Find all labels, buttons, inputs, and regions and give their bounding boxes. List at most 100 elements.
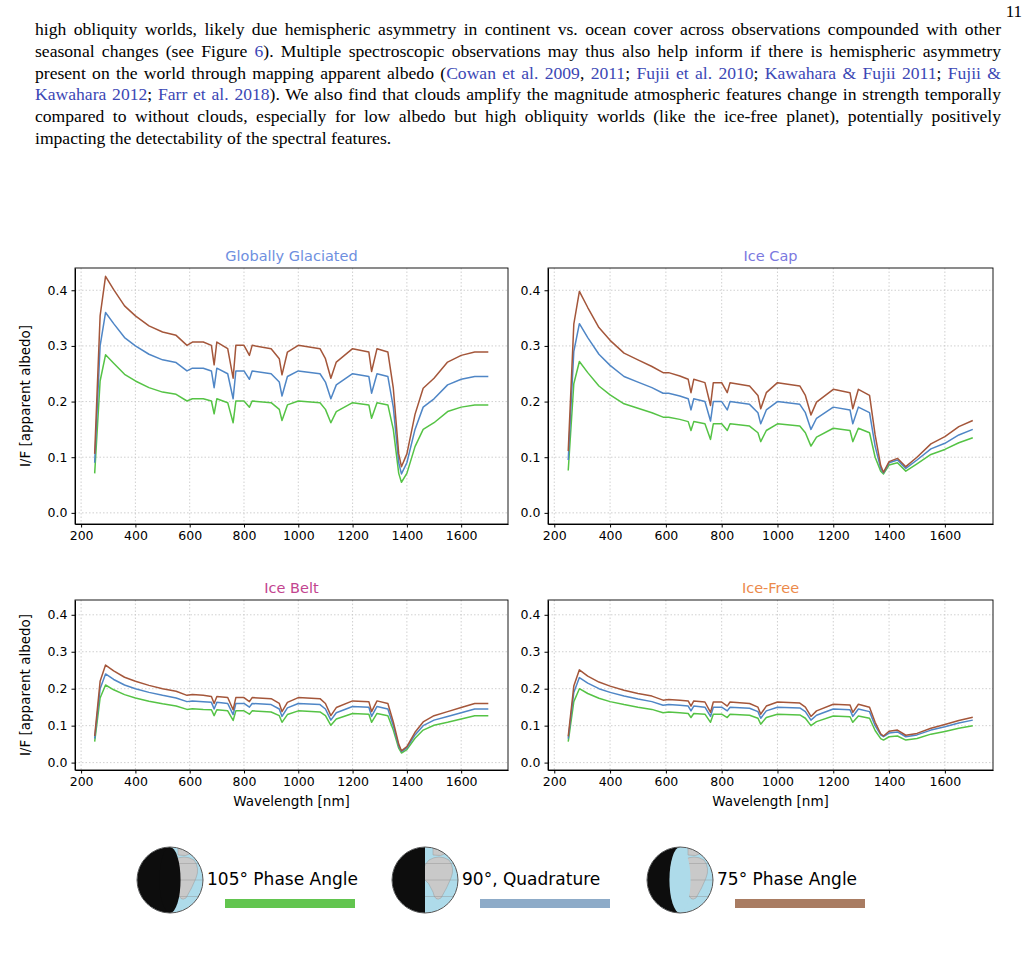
y-tick-label: 0.4	[521, 283, 541, 298]
y-tick: 0.4	[521, 607, 548, 622]
x-tick-label: 1600	[929, 528, 961, 543]
grid-line-y	[75, 651, 508, 652]
citation-link[interactable]: Cowan et al. 2009	[446, 63, 580, 83]
x-tick: 1000	[762, 524, 794, 543]
grid-line-y	[75, 345, 508, 346]
y-tick-label: 0.3	[48, 644, 68, 659]
x-tick-mark	[81, 524, 82, 528]
y-tick-mark	[72, 726, 76, 727]
x-tick-mark	[407, 524, 408, 528]
x-tick: 1000	[762, 770, 794, 789]
x-axis: 2004006008001000120014001600	[70, 770, 509, 789]
lines	[568, 291, 973, 474]
y-tick-label: 0.3	[521, 338, 541, 353]
globe-outline	[392, 847, 458, 913]
grid-line-x	[243, 268, 244, 524]
x-tick-label: 1200	[818, 528, 850, 543]
citation-link[interactable]: Farr et al. 2018	[158, 84, 270, 104]
grid-line-y	[75, 457, 508, 458]
citation-link[interactable]: Fujii et al. 2010	[636, 63, 753, 83]
globe-outline	[137, 847, 203, 913]
x-tick-mark	[889, 524, 890, 528]
grid-line-x	[352, 600, 353, 770]
x-tick: 200	[70, 770, 94, 789]
grid-line-x	[721, 600, 722, 770]
globe-night	[159, 847, 180, 913]
x-tick-label: 200	[543, 528, 567, 543]
legend-label: 90°, Quadrature	[462, 869, 600, 889]
panel: 20040060080010001200140016000.00.10.20.3…	[521, 248, 994, 543]
x-tick: 200	[543, 524, 567, 543]
y-tick-mark	[72, 689, 76, 690]
citation-link[interactable]: Kawahara & Fujii 2011	[765, 63, 937, 83]
x-tick-label: 1400	[874, 774, 906, 789]
y-tick: 0.1	[521, 718, 548, 733]
x-tick-label: 1600	[446, 774, 478, 789]
legend-swatch	[225, 899, 355, 908]
y-tick-label: 0.0	[521, 505, 541, 520]
citation-link[interactable]: 6	[255, 41, 264, 61]
x-tick-mark	[945, 770, 946, 774]
x-tick: 600	[178, 524, 202, 543]
x-axis-title: Wavelength [nm]	[712, 793, 829, 809]
x-tick-mark	[190, 770, 191, 774]
x-tick: 800	[710, 770, 734, 789]
lines	[95, 276, 489, 482]
globe-ocean	[137, 847, 203, 913]
grid-line-y	[75, 762, 508, 763]
y-tick: 0.2	[48, 394, 75, 409]
grid-line-x	[352, 268, 353, 524]
panel-title: Ice-Free	[742, 580, 799, 596]
lines	[95, 665, 489, 753]
spectrum-line	[95, 313, 489, 474]
paragraph-text: ;	[147, 84, 158, 104]
x-tick-label: 1400	[391, 774, 423, 789]
y-tick-label: 0.1	[48, 718, 68, 733]
grid-line-x	[81, 268, 82, 524]
y-tick-label: 0.0	[48, 755, 68, 770]
x-tick-mark	[81, 770, 82, 774]
y-tick-mark	[545, 290, 549, 291]
y-tick-mark	[545, 689, 549, 690]
x-tick-mark	[298, 770, 299, 774]
x-tick-mark	[833, 770, 834, 774]
x-tick: 1200	[818, 524, 850, 543]
y-tick-mark	[72, 290, 76, 291]
x-tick: 600	[654, 524, 678, 543]
x-tick: 1600	[929, 524, 961, 543]
x-tick-mark	[190, 524, 191, 528]
paragraph: high obliquity worlds, likely due hemisp…	[35, 19, 1001, 150]
globe-icon	[137, 847, 203, 913]
x-tick: 800	[233, 524, 257, 543]
spectrum-line	[95, 665, 489, 751]
x-tick-mark	[777, 524, 778, 528]
spectrum-line	[95, 674, 489, 752]
x-tick-mark	[610, 524, 611, 528]
grid-line-x	[189, 268, 190, 524]
x-tick: 1600	[929, 770, 961, 789]
y-axis-title: I/F [apparent albedo]	[17, 325, 33, 467]
x-tick-label: 800	[233, 774, 257, 789]
paragraph-text: ;	[937, 63, 948, 83]
y-tick: 0.0	[521, 755, 548, 770]
x-tick-mark	[610, 770, 611, 774]
grid-line-x	[944, 600, 945, 770]
y-tick: 0.2	[521, 681, 548, 696]
lines	[568, 670, 973, 742]
x-tick: 400	[599, 770, 623, 789]
x-tick-mark	[244, 770, 245, 774]
x-tick-label: 1200	[818, 774, 850, 789]
paragraph-text: ;	[754, 63, 765, 83]
x-tick-label: 600	[178, 774, 202, 789]
grid-line-x	[889, 600, 890, 770]
grid-line-x	[461, 600, 462, 770]
y-tick-mark	[545, 513, 549, 514]
grid-line-x	[889, 268, 890, 524]
panel-title: Globally Glaciated	[225, 248, 357, 264]
x-tick-mark	[244, 524, 245, 528]
y-tick-mark	[72, 615, 76, 616]
grid-line-y	[548, 688, 993, 689]
globe-outline	[647, 847, 713, 913]
citation-link[interactable]: 2011	[591, 63, 626, 83]
grid-line-x	[665, 268, 666, 524]
